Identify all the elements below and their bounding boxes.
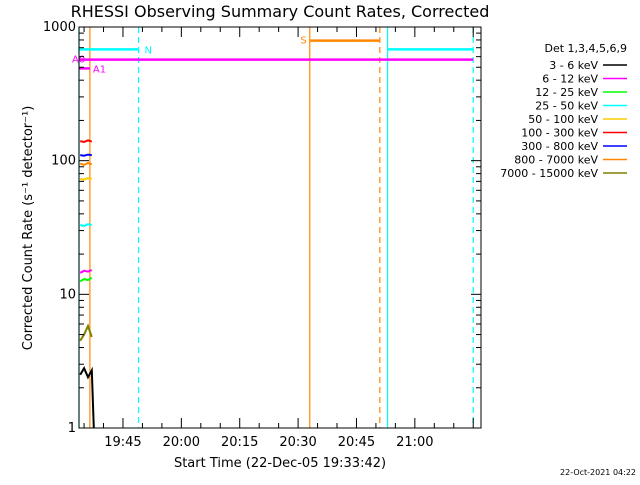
y-tick-label-3: 1000 xyxy=(43,20,76,35)
legend-label-8: 7000 - 15000 keV xyxy=(500,167,598,180)
chart-title: RHESSI Observing Summary Count Rates, Co… xyxy=(71,2,490,21)
plot-frame xyxy=(78,26,482,429)
legend-label-3: 25 - 50 keV xyxy=(535,100,598,113)
footer-timestamp: 22-Oct-2021 04:22 xyxy=(560,468,636,477)
x-tick-label-3: 20:30 xyxy=(279,435,316,450)
series-line-4 xyxy=(79,177,93,181)
state-label-s: S xyxy=(300,36,306,47)
series-line-5 xyxy=(79,139,93,144)
legend-label-1: 6 - 12 keV xyxy=(542,73,598,86)
legend-label-4: 50 - 100 keV xyxy=(528,113,598,126)
legend-title: Det 1,3,4,5,6,9 xyxy=(544,42,627,55)
series-line-1 xyxy=(79,269,93,274)
legend-label-0: 3 - 6 keV xyxy=(549,59,598,72)
legend-label-5: 100 - 300 keV xyxy=(521,127,598,140)
series-line-2 xyxy=(79,276,93,283)
y-axis-label: Corrected Count Rate (s⁻¹ detector⁻¹) xyxy=(21,106,36,351)
series-line-6 xyxy=(80,153,92,157)
state-label-a1: A1 xyxy=(93,64,106,75)
x-tick-label-2: 20:15 xyxy=(221,435,258,450)
x-axis-label: Start Time (22-Dec-05 19:33:42) xyxy=(174,456,386,471)
series-line-0 xyxy=(79,366,95,429)
legend-label-2: 12 - 25 keV xyxy=(535,86,598,99)
y-tick-label-0: 1 xyxy=(68,421,76,436)
y-tick-label-2: 100 xyxy=(51,154,76,169)
x-tick-label-1: 20:00 xyxy=(163,435,200,450)
x-tick-label-4: 20:45 xyxy=(338,435,375,450)
y-tick-label-1: 10 xyxy=(59,287,76,302)
legend-label-7: 800 - 7000 keV xyxy=(514,154,598,167)
state-label-n: N xyxy=(145,45,152,56)
x-tick-label-5: 21:00 xyxy=(396,435,433,450)
series-line-3 xyxy=(79,223,93,227)
x-tick-label-0: 19:45 xyxy=(104,435,141,450)
series-line-7 xyxy=(79,161,93,166)
legend-label-6: 300 - 800 keV xyxy=(521,140,598,153)
series-line-8 xyxy=(79,323,93,342)
